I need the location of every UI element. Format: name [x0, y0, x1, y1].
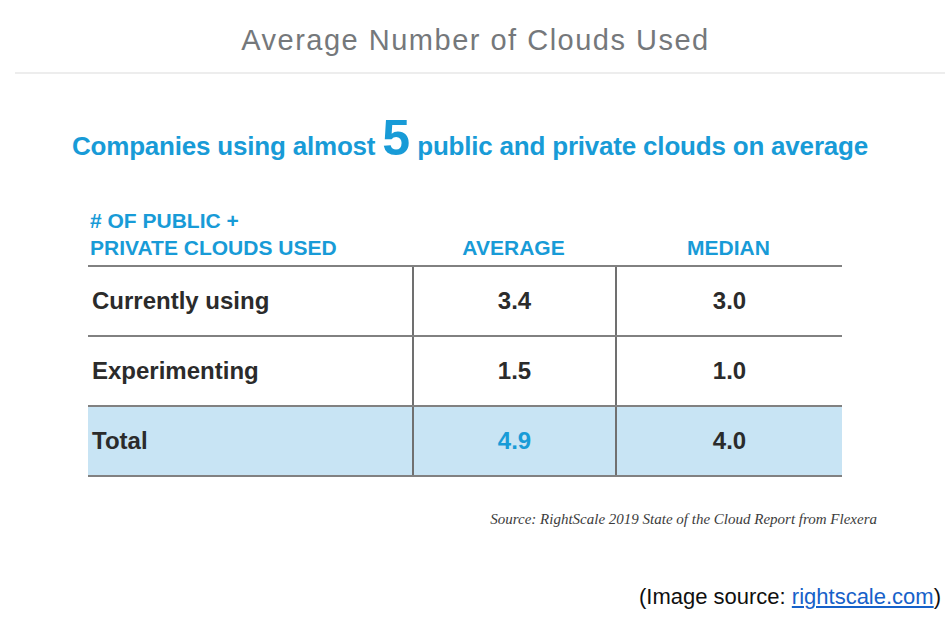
row-label: Total [88, 427, 412, 455]
table-row-experimenting: Experimenting 1.5 1.0 [88, 337, 842, 407]
caption-suffix: ) [934, 584, 941, 609]
column-header-clouds-used: # OF PUBLIC + PRIVATE CLOUDS USED [88, 207, 412, 261]
page-title: Average Number of Clouds Used [0, 24, 951, 57]
rightscale-link[interactable]: rightscale.com [792, 584, 934, 609]
column-header-median: MEDIAN [615, 234, 842, 261]
row-median-value: 1.0 [615, 337, 842, 405]
table-row-total: Total 4.9 4.0 [88, 407, 842, 477]
row-median-value: 3.0 [615, 267, 842, 335]
headline-text-after: public and private clouds on average [410, 131, 868, 161]
row-median-value: 4.0 [615, 407, 842, 475]
row-average-value: 4.9 [412, 407, 615, 475]
headline-big-number: 5 [382, 110, 410, 166]
row-label: Experimenting [88, 357, 412, 385]
row-average-value: 3.4 [412, 267, 615, 335]
column-header-average: AVERAGE [412, 234, 615, 261]
source-credit: Source: RightScale 2019 State of the Clo… [490, 511, 877, 528]
infographic-page: Average Number of Clouds Used Companies … [0, 0, 951, 625]
clouds-table: # OF PUBLIC + PRIVATE CLOUDS USED AVERAG… [88, 200, 842, 477]
image-source-caption: (Image source: rightscale.com) [639, 584, 941, 610]
column-header-line2: PRIVATE CLOUDS USED [90, 234, 412, 261]
table-header-row: # OF PUBLIC + PRIVATE CLOUDS USED AVERAG… [88, 200, 842, 267]
headline: Companies using almost 5 public and priv… [72, 112, 932, 172]
title-divider [15, 72, 945, 74]
row-average-value: 1.5 [412, 337, 615, 405]
caption-prefix: (Image source: [639, 584, 792, 609]
table-row-currently-using: Currently using 3.4 3.0 [88, 267, 842, 337]
headline-text-before: Companies using almost [72, 131, 382, 161]
column-header-line1: # OF PUBLIC + [90, 207, 412, 234]
row-label: Currently using [88, 287, 412, 315]
